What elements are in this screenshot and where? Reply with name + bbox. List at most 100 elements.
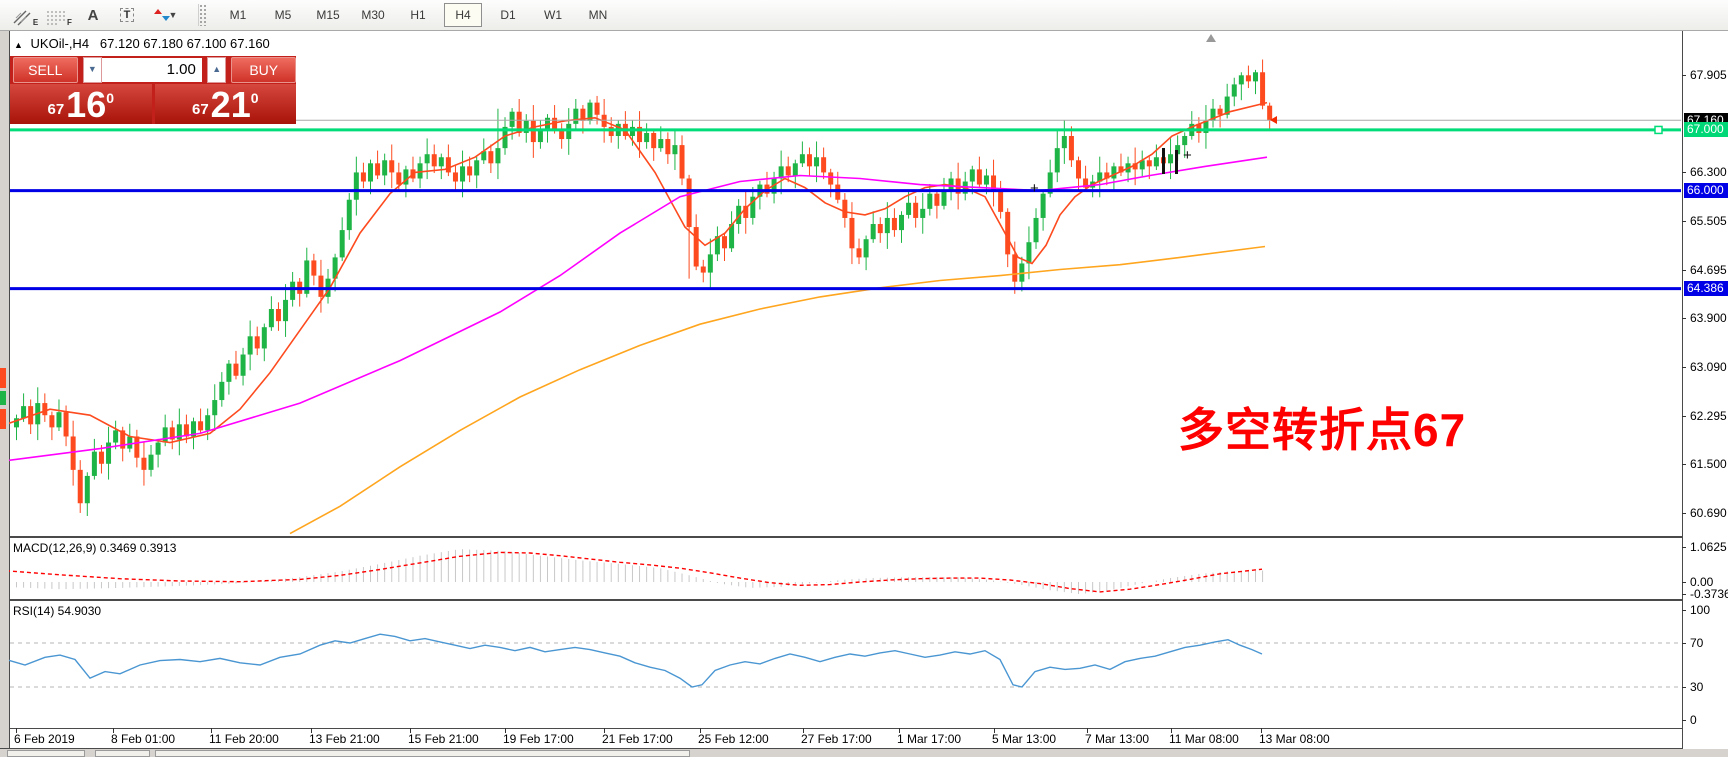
time-label: 11 Mar 08:00 <box>1169 732 1239 746</box>
buy-button[interactable]: BUY <box>231 57 296 83</box>
ma-mid-line <box>9 156 1268 462</box>
black-bar-annotation <box>1175 150 1178 174</box>
time-label: 1 Mar 17:00 <box>897 732 962 746</box>
black-bar-annotation <box>1162 148 1165 174</box>
arrows-tool-icon[interactable]: ▼ <box>146 3 184 27</box>
bottom-tab[interactable] <box>7 750 85 757</box>
axis-label: 67.905 <box>1690 68 1727 82</box>
axis-tick <box>1682 594 1686 595</box>
plot-left-border <box>9 31 10 749</box>
axis-label: 0 <box>1690 713 1697 727</box>
toolbar-grip[interactable] <box>198 4 207 26</box>
axis-label: 0.00 <box>1690 575 1714 589</box>
axis-label: 62.295 <box>1690 408 1727 423</box>
panel-separator-rsi[interactable] <box>9 599 1728 601</box>
bottom-scrollbar[interactable] <box>155 750 690 757</box>
timeframe-button-w1[interactable]: W1 <box>544 8 562 22</box>
macd-label: MACD(12,26,9) 0.3469 0.3913 <box>13 541 177 555</box>
price-axis[interactable] <box>1683 31 1728 749</box>
axis-label: 64.695 <box>1690 262 1727 277</box>
ohlc-values: 67.120 67.180 67.100 67.160 <box>99 36 270 51</box>
volume-decrease-spinner[interactable]: ▼ <box>82 57 103 83</box>
axis-tick <box>1682 463 1686 465</box>
axis-label: 66.300 <box>1690 165 1727 180</box>
symbol-name: UKOil-,H4 <box>30 36 90 51</box>
time-tick <box>113 728 114 733</box>
sell-price[interactable]: 67 16 0 <box>10 84 152 124</box>
axis-tick <box>1682 75 1686 76</box>
volume-increase-spinner[interactable]: ▲ <box>206 57 227 83</box>
collapse-triangle-icon[interactable]: ▲ <box>14 40 23 50</box>
toolbar: E F A T ▼ M1 M5 M15 M30 H1 H4 D1 W1 MN <box>0 0 1728 31</box>
rsi-panel-canvas[interactable] <box>9 601 1682 728</box>
axis-tick <box>1682 415 1686 417</box>
axis-left-border <box>1682 31 1683 749</box>
main-chart-canvas[interactable]: ++ <box>9 32 1682 536</box>
timeframe-button-d1[interactable]: D1 <box>500 8 516 22</box>
rsi-line <box>9 633 1263 688</box>
time-tick <box>899 728 900 733</box>
time-tick <box>1171 728 1172 733</box>
axis-label: -0.3736 <box>1690 587 1728 601</box>
text-label-tool-icon[interactable]: T <box>112 3 142 27</box>
timeframe-button-m15[interactable]: M15 <box>316 8 340 22</box>
price-badge-67.000: 67.000 <box>1684 122 1728 138</box>
axis-tick <box>1682 720 1686 721</box>
axis-tick <box>1682 220 1686 222</box>
time-tick <box>505 728 506 733</box>
axis-label: 63.900 <box>1690 311 1727 326</box>
time-tick <box>311 728 312 733</box>
price-badge-66.000: 66.000 <box>1684 183 1728 199</box>
axis-label: 1.0625 <box>1690 540 1727 554</box>
time-tick <box>803 728 804 733</box>
axis-label: 61.500 <box>1690 456 1727 471</box>
buy-price[interactable]: 67 21 0 <box>154 84 296 124</box>
dropdown-caret-icon: ▼ <box>168 10 178 20</box>
background-chart-sliver <box>0 391 6 405</box>
time-tick <box>700 728 701 733</box>
axis-tick <box>1682 318 1686 320</box>
background-chart-sliver <box>0 368 6 388</box>
panel-separator-macd[interactable] <box>9 536 1728 538</box>
bottom-tab[interactable] <box>95 750 150 757</box>
rsi-label: RSI(14) 54.9030 <box>13 604 102 618</box>
ma-fast-line <box>9 101 1268 444</box>
axis-tick <box>1682 643 1686 644</box>
window-bottom-border <box>0 748 1728 749</box>
time-tick <box>16 728 17 733</box>
equidistant-channel-icon[interactable]: E <box>10 3 40 27</box>
axis-tick <box>1682 512 1686 514</box>
time-tick <box>1087 728 1088 733</box>
svg-text:+: + <box>1030 180 1039 197</box>
timeframe-button-h1[interactable]: H1 <box>410 8 426 22</box>
hline-handle <box>1654 125 1663 135</box>
fibonacci-retracement-icon[interactable]: F <box>47 11 72 27</box>
sell-button[interactable]: SELL <box>13 57 78 83</box>
one-click-trading-panel: SELL ▼ 1.00 ▲ BUY 67 16 0 67 21 0 <box>10 56 296 124</box>
timeframe-button-m30[interactable]: M30 <box>361 8 385 22</box>
timeframe-button-mn[interactable]: MN <box>588 8 608 22</box>
time-label: 7 Mar 13:00 <box>1085 732 1150 746</box>
chart-shift-marker-icon <box>1206 34 1216 42</box>
volume-input[interactable]: 1.00 <box>102 58 202 82</box>
time-label: 15 Feb 21:00 <box>408 732 479 746</box>
macd-signal-line <box>9 551 1263 593</box>
ma-slow-line <box>289 245 1266 535</box>
chart-title: ▲ UKOil-,H4 67.120 67.180 67.100 67.160 <box>14 36 270 51</box>
timeframe-button-m5[interactable]: M5 <box>274 8 292 22</box>
axis-tick <box>1682 610 1686 611</box>
text-tool-icon[interactable]: A <box>87 6 99 24</box>
time-label: 27 Feb 17:00 <box>801 732 872 746</box>
timeframe-button-m1[interactable]: M1 <box>229 8 247 22</box>
time-axis-border <box>9 728 1728 729</box>
timeframe-button-h4[interactable]: H4 <box>444 3 482 27</box>
bottom-strip <box>0 749 1728 757</box>
time-tick <box>211 728 212 733</box>
macd-panel-canvas[interactable] <box>9 538 1682 599</box>
chart-text-annotation[interactable]: 多空转折点67 <box>1178 404 1467 456</box>
time-label: 21 Feb 17:00 <box>602 732 673 746</box>
axis-label: 30 <box>1690 680 1704 694</box>
time-label: 13 Feb 21:00 <box>309 732 380 746</box>
time-label: 25 Feb 12:00 <box>698 732 769 746</box>
axis-tick <box>1682 582 1686 583</box>
